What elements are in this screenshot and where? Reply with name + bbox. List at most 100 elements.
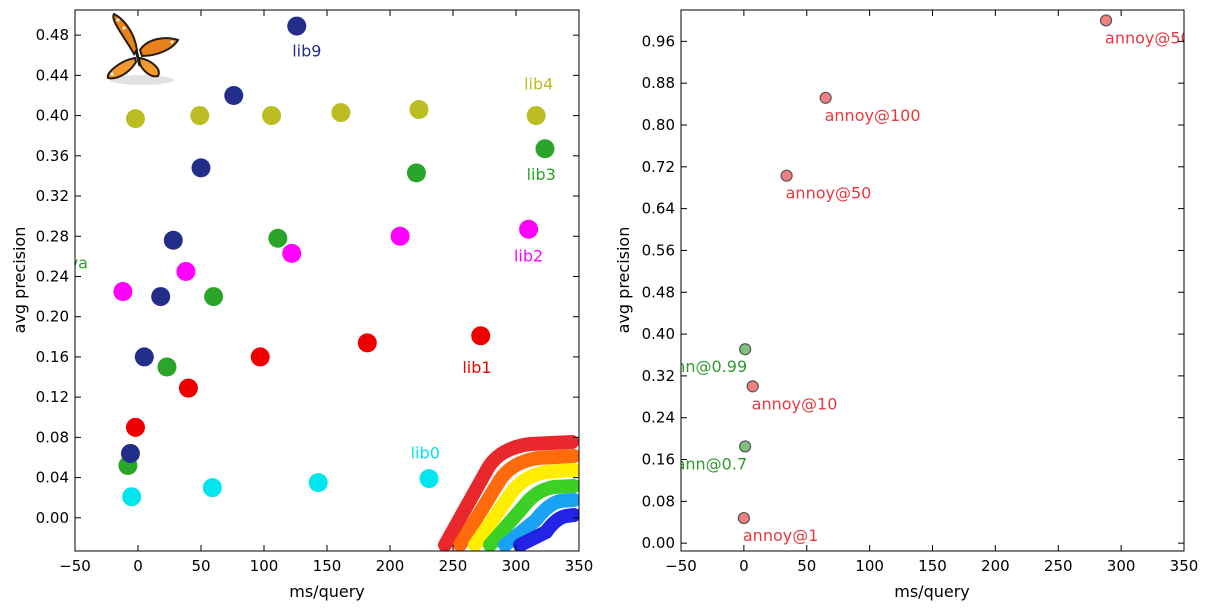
annoy-100-point [819, 91, 832, 104]
right-x-tick-label: 200 [981, 557, 1010, 575]
right-point-labels: annoy@1 annoy@10 annoy@50 annoy@100 annoy@50… [666, 28, 1201, 545]
lib0-point [419, 469, 439, 489]
right-y-tick-label: 0.56 [642, 241, 675, 259]
lib0-label: lib0 [411, 443, 440, 462]
lib4-point [190, 106, 210, 126]
lib2-point [390, 226, 410, 246]
lib9-point [134, 347, 154, 367]
flann-0-7-point [739, 440, 752, 453]
left-x-axis-ticks: −50 0 50 100 150 200 250 300 350 [59, 10, 593, 575]
right-y-tick-label: 0.64 [642, 200, 675, 218]
right-x-tick-label: −50 [665, 557, 697, 575]
lib2-point [519, 219, 539, 239]
right-chart: annoy@1 annoy@10 annoy@50 annoy@100 annoy@50… [614, 9, 1201, 601]
left-chart: va l lib0 lib1 lib2 lib3 lib4 lib9 [10, 9, 593, 601]
left-y-tick-label: 0.24 [36, 267, 69, 285]
left-plot-area: va l lib0 lib1 lib2 lib3 lib4 lib9 [69, 12, 579, 551]
lib1-point [178, 378, 198, 398]
right-x-tick-label: 350 [1170, 557, 1199, 575]
lib9-point [163, 230, 183, 250]
left-y-tick-label: 0.40 [36, 107, 69, 125]
left-y-axis-label: avg precision [10, 227, 29, 334]
left-y-axis-ticks: 0.00 0.04 0.08 0.12 0.16 0.20 0.24 0.28 0.32 0.36… [36, 26, 579, 527]
lib1-point [250, 347, 270, 367]
lib3-point [268, 228, 288, 248]
right-x-tick-label: 0 [739, 557, 749, 575]
left-y-tick-label: 0.48 [36, 26, 69, 44]
clipped-label: va [69, 253, 88, 272]
left-series-labels: lib0 lib1 lib2 lib3 lib4 lib9 [292, 41, 556, 462]
left-x-tick-label: 200 [376, 557, 405, 575]
right-y-axis-label: avg precision [614, 227, 633, 334]
right-x-tick-label: 250 [1044, 557, 1073, 575]
lib9-point [191, 158, 211, 178]
right-x-tick-label: 150 [918, 557, 947, 575]
right-y-tick-label: 0.96 [642, 32, 675, 50]
flann-0-7-label: flann@0.7 [666, 454, 748, 473]
lib0-point [202, 478, 222, 498]
left-x-tick-label: −50 [59, 557, 91, 575]
left-y-tick-label: 0.44 [36, 66, 69, 84]
right-y-tick-label: 0.08 [642, 492, 675, 510]
right-x-axis-label: ms/query [894, 582, 970, 601]
lib0-point [122, 487, 142, 507]
annoy-1-label: annoy@1 [743, 526, 819, 545]
left-x-tick-label: 150 [313, 557, 342, 575]
left-data-points [113, 16, 555, 507]
annoy-50-label: annoy@50 [786, 184, 872, 203]
left-y-tick-label: 0.00 [36, 509, 69, 527]
left-y-tick-label: 0.08 [36, 428, 69, 446]
lib2-label: lib2 [514, 246, 543, 265]
right-y-tick-label: 0.80 [642, 116, 675, 134]
left-x-tick-label: 50 [191, 557, 210, 575]
lib4-label: lib4 [524, 74, 553, 93]
left-y-tick-label: 0.04 [36, 469, 69, 487]
left-y-tick-label: 0.16 [36, 348, 69, 366]
lib3-point [406, 163, 426, 183]
right-y-axis-ticks: 0.00 0.08 0.16 0.24 0.32 0.40 0.48 0.56 0.64 0.72… [642, 32, 1184, 552]
right-y-tick-label: 0.00 [642, 534, 675, 552]
lib9-point [120, 443, 140, 463]
rainbow-image [438, 435, 579, 551]
right-y-tick-label: 0.40 [642, 325, 675, 343]
lib3-label: lib3 [527, 165, 556, 184]
lib2-point [176, 261, 196, 281]
lib9-point [287, 16, 307, 36]
annoy-100-label: annoy@100 [825, 106, 921, 125]
left-y-tick-label: 0.12 [36, 388, 69, 406]
right-x-tick-label: 50 [797, 557, 816, 575]
lib4-point [526, 106, 546, 126]
left-y-tick-label: 0.20 [36, 308, 69, 326]
lib1-label: lib1 [462, 358, 491, 377]
annoy-500-label: annoy@500 [1105, 28, 1201, 47]
annoy-10-point [746, 380, 759, 393]
left-x-tick-label: 300 [502, 557, 531, 575]
lib2-point [282, 243, 302, 263]
lib1-point [125, 417, 145, 437]
right-y-tick-label: 0.16 [642, 451, 675, 469]
left-y-tick-label: 0.28 [36, 227, 69, 245]
right-data-points [737, 14, 1113, 525]
right-plot-frame [680, 9, 1185, 552]
lib9-point [224, 85, 244, 105]
right-y-tick-label: 0.24 [642, 409, 675, 427]
lib3-point [157, 357, 177, 377]
left-y-tick-label: 0.32 [36, 187, 69, 205]
lib1-point [471, 326, 491, 346]
right-y-tick-label: 0.88 [642, 74, 675, 92]
left-x-tick-label: 350 [565, 557, 594, 575]
lib2-point [113, 282, 133, 302]
right-y-tick-label: 0.32 [642, 367, 675, 385]
right-y-tick-label: 0.72 [642, 158, 675, 176]
lib9-label: lib9 [292, 41, 321, 60]
right-x-tick-label: 100 [855, 557, 884, 575]
clipped-label: l [72, 410, 76, 429]
annoy-1-point [737, 511, 750, 525]
lib4-point [262, 106, 282, 126]
right-y-tick-label: 0.48 [642, 283, 675, 301]
left-y-tick-label: 0.36 [36, 147, 69, 165]
annoy-10-label: annoy@10 [752, 394, 838, 413]
lib0-point [308, 473, 328, 493]
